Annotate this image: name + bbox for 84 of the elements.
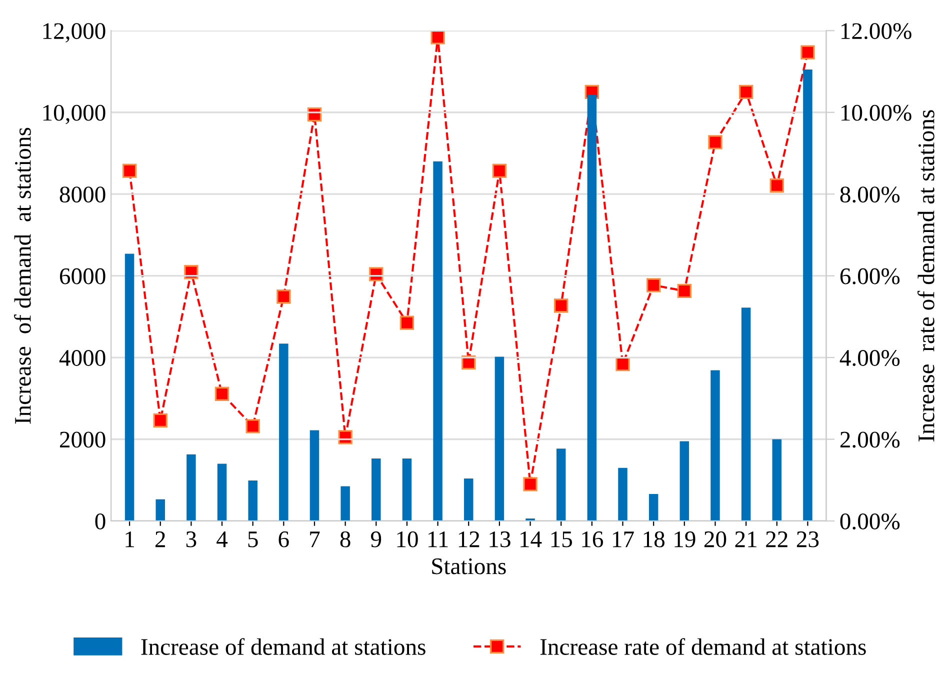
x-tick-label: 8 bbox=[340, 531, 350, 548]
bar bbox=[464, 478, 474, 521]
point bbox=[214, 386, 230, 401]
bar bbox=[741, 308, 751, 521]
y2-tick-label: 0.00% bbox=[840, 513, 900, 530]
x-tick-label: 23 bbox=[796, 531, 819, 548]
y2-tick-label: 4.00% bbox=[840, 350, 900, 366]
y-tick-label: 6000 bbox=[60, 268, 106, 284]
bar bbox=[803, 69, 812, 521]
x-tick-label: 21 bbox=[735, 531, 756, 548]
point bbox=[369, 267, 384, 282]
y-axis-title: Increase of demand at stations bbox=[14, 128, 31, 424]
y2-tick-label: 2.00% bbox=[840, 432, 900, 448]
point bbox=[708, 135, 722, 150]
x-tick-label: 19 bbox=[674, 531, 696, 548]
x-tick-label: 3 bbox=[186, 531, 196, 548]
bar bbox=[340, 486, 350, 521]
x-tick-label: 13 bbox=[490, 531, 510, 548]
y2-tick-label: 6.00% bbox=[840, 268, 900, 284]
x-tick-label: 15 bbox=[551, 531, 572, 548]
point bbox=[184, 265, 198, 280]
bar bbox=[279, 344, 288, 521]
point bbox=[554, 298, 568, 313]
y-tick-label: 8000 bbox=[60, 186, 106, 203]
bar bbox=[156, 499, 165, 521]
y2-tick-label: 12.00% bbox=[841, 23, 912, 40]
point bbox=[246, 419, 260, 434]
point bbox=[153, 413, 168, 428]
y2-tick-label: 10.00% bbox=[841, 104, 912, 121]
x-tick-label: 14 bbox=[520, 531, 542, 548]
x-tick-label: 12 bbox=[458, 531, 480, 548]
x-tick-label: 18 bbox=[644, 531, 664, 548]
bar bbox=[248, 480, 258, 521]
y2-axis-title: Increase rate of demand at stations bbox=[918, 110, 934, 442]
point bbox=[616, 356, 630, 372]
point bbox=[646, 278, 661, 292]
x-tick-label: 22 bbox=[766, 531, 788, 548]
x-tick-label: 1 bbox=[126, 531, 134, 548]
legend-label: Increase of demand at stations bbox=[141, 638, 426, 655]
y-tick-label: 2000 bbox=[60, 432, 106, 448]
x-axis-title: Stations bbox=[432, 558, 506, 574]
bar bbox=[587, 94, 597, 521]
point bbox=[492, 164, 507, 178]
bar bbox=[217, 464, 227, 521]
point bbox=[738, 84, 754, 100]
x-tick-label: 6 bbox=[278, 531, 289, 548]
bar bbox=[618, 468, 628, 521]
x-tick-label: 17 bbox=[613, 531, 634, 548]
bar bbox=[710, 370, 720, 521]
point bbox=[677, 284, 692, 298]
x-tick-label: 16 bbox=[582, 531, 604, 548]
point bbox=[430, 30, 445, 44]
y2-tick-label: 8.00% bbox=[840, 186, 900, 203]
x-tick-label: 9 bbox=[371, 531, 382, 548]
bar bbox=[402, 458, 412, 521]
x-tick-label: 7 bbox=[310, 532, 320, 548]
x-tick-label: 2 bbox=[155, 531, 165, 548]
y-tick-label: 4000 bbox=[59, 350, 106, 366]
bar bbox=[680, 441, 690, 521]
bar bbox=[186, 454, 196, 521]
point bbox=[276, 290, 291, 304]
point bbox=[770, 178, 784, 193]
bar bbox=[310, 430, 320, 521]
bar bbox=[772, 439, 782, 521]
point bbox=[523, 477, 538, 492]
bar bbox=[556, 448, 566, 521]
x-tick-label: 10 bbox=[397, 531, 418, 548]
point bbox=[122, 164, 137, 178]
bar bbox=[372, 458, 381, 521]
point bbox=[800, 45, 815, 60]
bar bbox=[494, 356, 504, 521]
x-tick-label: 5 bbox=[248, 532, 258, 548]
bar bbox=[648, 494, 658, 521]
y-tick-label: 10,000 bbox=[43, 104, 106, 124]
x-tick-label: 11 bbox=[428, 531, 448, 548]
y-tick-label: 12,000 bbox=[43, 23, 106, 42]
bar bbox=[433, 161, 442, 521]
x-tick-label: 20 bbox=[704, 531, 726, 548]
legend-label: Increase rate of demand at stations bbox=[540, 638, 866, 655]
x-tick-label: 4 bbox=[216, 532, 228, 548]
bar bbox=[124, 254, 134, 521]
y-tick-label: 0 bbox=[95, 513, 106, 530]
point bbox=[400, 316, 414, 330]
point bbox=[338, 430, 352, 444]
